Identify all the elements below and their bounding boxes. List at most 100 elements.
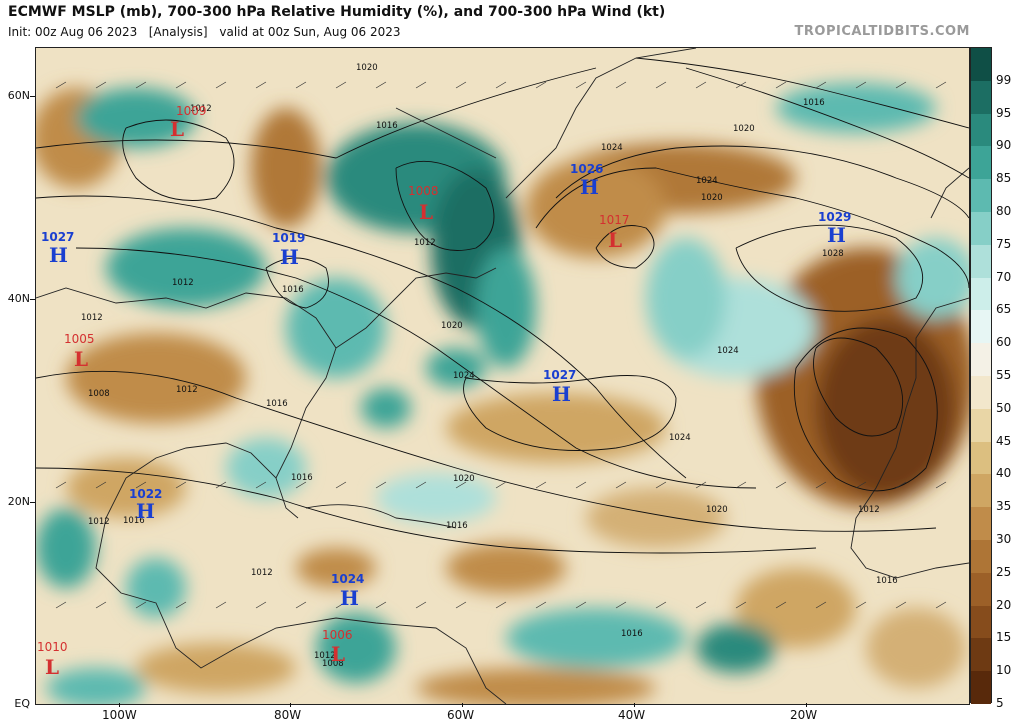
colorbar-segment <box>971 113 991 147</box>
isobar-label: 1012 <box>414 238 436 248</box>
colorbar-label: 25 <box>996 564 1012 579</box>
colorbar-segment <box>971 638 991 672</box>
lon-tick <box>290 703 291 707</box>
colorbar-segment <box>971 310 991 344</box>
low-pressure-letter: L <box>419 200 433 224</box>
low-pressure-value: 1017 <box>599 213 630 227</box>
colorbar-segment <box>971 277 991 311</box>
low-pressure-value: 1010 <box>37 640 68 654</box>
high-pressure-value: 1027 <box>543 368 576 382</box>
isobar-label: 1016 <box>123 516 145 526</box>
colorbar-segment <box>971 244 991 279</box>
colorbar-label: 95 <box>996 105 1012 120</box>
map-subtitle: Init: 00z Aug 06 2023 [Analysis] valid a… <box>8 25 401 39</box>
colorbar-label: 35 <box>996 499 1012 514</box>
isobar-label: 1008 <box>322 659 344 669</box>
lon-label-40w: 40W <box>618 708 646 722</box>
colorbar-label: 40 <box>996 466 1012 481</box>
low-pressure-letter: L <box>608 228 622 252</box>
lon-tick <box>119 703 120 707</box>
colorbar-segment <box>971 146 991 180</box>
lon-label-100w: 100W <box>102 708 137 722</box>
colorbar-segment <box>971 474 991 508</box>
init-time: Init: 00z Aug 06 2023 <box>8 25 138 39</box>
colorbar-segment <box>971 540 991 574</box>
isobar-label: 1012 <box>176 385 198 395</box>
isobar-label: 1016 <box>876 576 898 586</box>
lon-tick <box>806 703 807 707</box>
high-pressure-letter: H <box>49 243 68 267</box>
colorbar-label: 45 <box>996 433 1012 448</box>
lat-tick <box>30 299 35 300</box>
low-pressure-letter: L <box>331 642 345 666</box>
colorbar-segment <box>971 408 991 443</box>
isobar-label: 1012 <box>190 104 212 114</box>
isobar-label: 1012 <box>88 517 110 527</box>
high-pressure-value: 1027 <box>41 230 74 244</box>
colorbar-label: 55 <box>996 368 1012 382</box>
isobar-label: 1008 <box>88 389 110 399</box>
colorbar-label: 5 <box>996 696 1004 710</box>
isobar-label: 1016 <box>621 629 643 639</box>
low-pressure-value: 1005 <box>64 332 95 346</box>
isobar-label: 1020 <box>356 63 378 73</box>
analysis-tag: [Analysis] <box>148 25 208 39</box>
map-canvas: 1020 1016 1024 1020 1016 1012 1020 1024 … <box>36 48 969 704</box>
isobar-label: 1020 <box>733 124 755 134</box>
map-title: ECMWF MSLP (mb), 700-300 hPa Relative Hu… <box>8 4 666 20</box>
lat-label-60n: 60N <box>7 89 30 102</box>
lon-label-80w: 80W <box>274 708 302 722</box>
pressure-centers: 1009 L 1008 L 1026 H 1017 L 1029 H 1027 … <box>37 104 851 679</box>
isobar-label: 1016 <box>376 121 398 131</box>
low-pressure-letter: L <box>74 347 88 371</box>
lon-label-20w: 20W <box>790 708 818 722</box>
colorbar-label: 20 <box>996 597 1012 612</box>
rh-field <box>36 83 969 704</box>
colorbar-label: 80 <box>996 204 1012 218</box>
colorbar-label: 75 <box>996 236 1012 251</box>
lon-tick <box>634 703 635 707</box>
lat-label-eq: EQ <box>14 697 30 710</box>
lat-label-20n: 20N <box>7 495 30 508</box>
isobar-label: 1012 <box>172 278 194 288</box>
isobar-label: 1012 <box>81 313 103 323</box>
isobar-label: 1016 <box>803 98 825 108</box>
colorbar-label: 70 <box>996 269 1012 284</box>
isobar-label: 1024 <box>669 433 691 443</box>
high-pressure-letter: H <box>280 245 299 269</box>
isobar-label: 1028 <box>822 249 844 259</box>
valid-time: valid at 00z Sun, Aug 06 2023 <box>219 25 401 39</box>
colorbar-segment <box>971 179 991 213</box>
isobar-label: 1020 <box>706 505 728 515</box>
isobar-label: 1024 <box>696 176 718 186</box>
low-pressure-value: 1006 <box>322 628 353 642</box>
lat-tick <box>30 502 35 503</box>
isobar-label: 1016 <box>266 399 288 409</box>
colorbar-label: 60 <box>996 335 1012 350</box>
colorbar-label: 65 <box>996 302 1012 317</box>
high-pressure-letter: H <box>552 382 571 406</box>
colorbar-segment <box>971 507 991 541</box>
weather-map[interactable]: 1020 1016 1024 1020 1016 1012 1020 1024 … <box>35 47 970 705</box>
isobars <box>36 57 969 554</box>
high-pressure-value: 1019 <box>272 231 305 245</box>
isobar-label: 1016 <box>446 521 468 531</box>
colorbar-label: 10 <box>996 663 1012 678</box>
high-pressure-value: 1029 <box>818 210 851 224</box>
humidity-colorbar <box>970 47 992 705</box>
isobar-labels: 1020 1016 1024 1020 1016 1012 1020 1024 … <box>81 63 898 669</box>
low-pressure-value: 1008 <box>408 184 439 198</box>
isobar-label: 1024 <box>601 143 623 153</box>
high-pressure-letter: H <box>340 586 359 610</box>
colorbar-label: 30 <box>996 532 1012 546</box>
lat-label-40n: 40N <box>7 292 30 305</box>
lon-tick <box>462 703 463 707</box>
isobar-label: 1020 <box>701 193 723 203</box>
low-pressure-letter: L <box>45 655 59 679</box>
isobar-label: 1012 <box>251 568 273 578</box>
isobar-label: 1024 <box>717 346 739 356</box>
isobar-label: 1016 <box>282 285 304 295</box>
coastlines <box>36 48 969 704</box>
isobar-label: 1020 <box>453 474 475 484</box>
colorbar-segment <box>971 572 991 607</box>
